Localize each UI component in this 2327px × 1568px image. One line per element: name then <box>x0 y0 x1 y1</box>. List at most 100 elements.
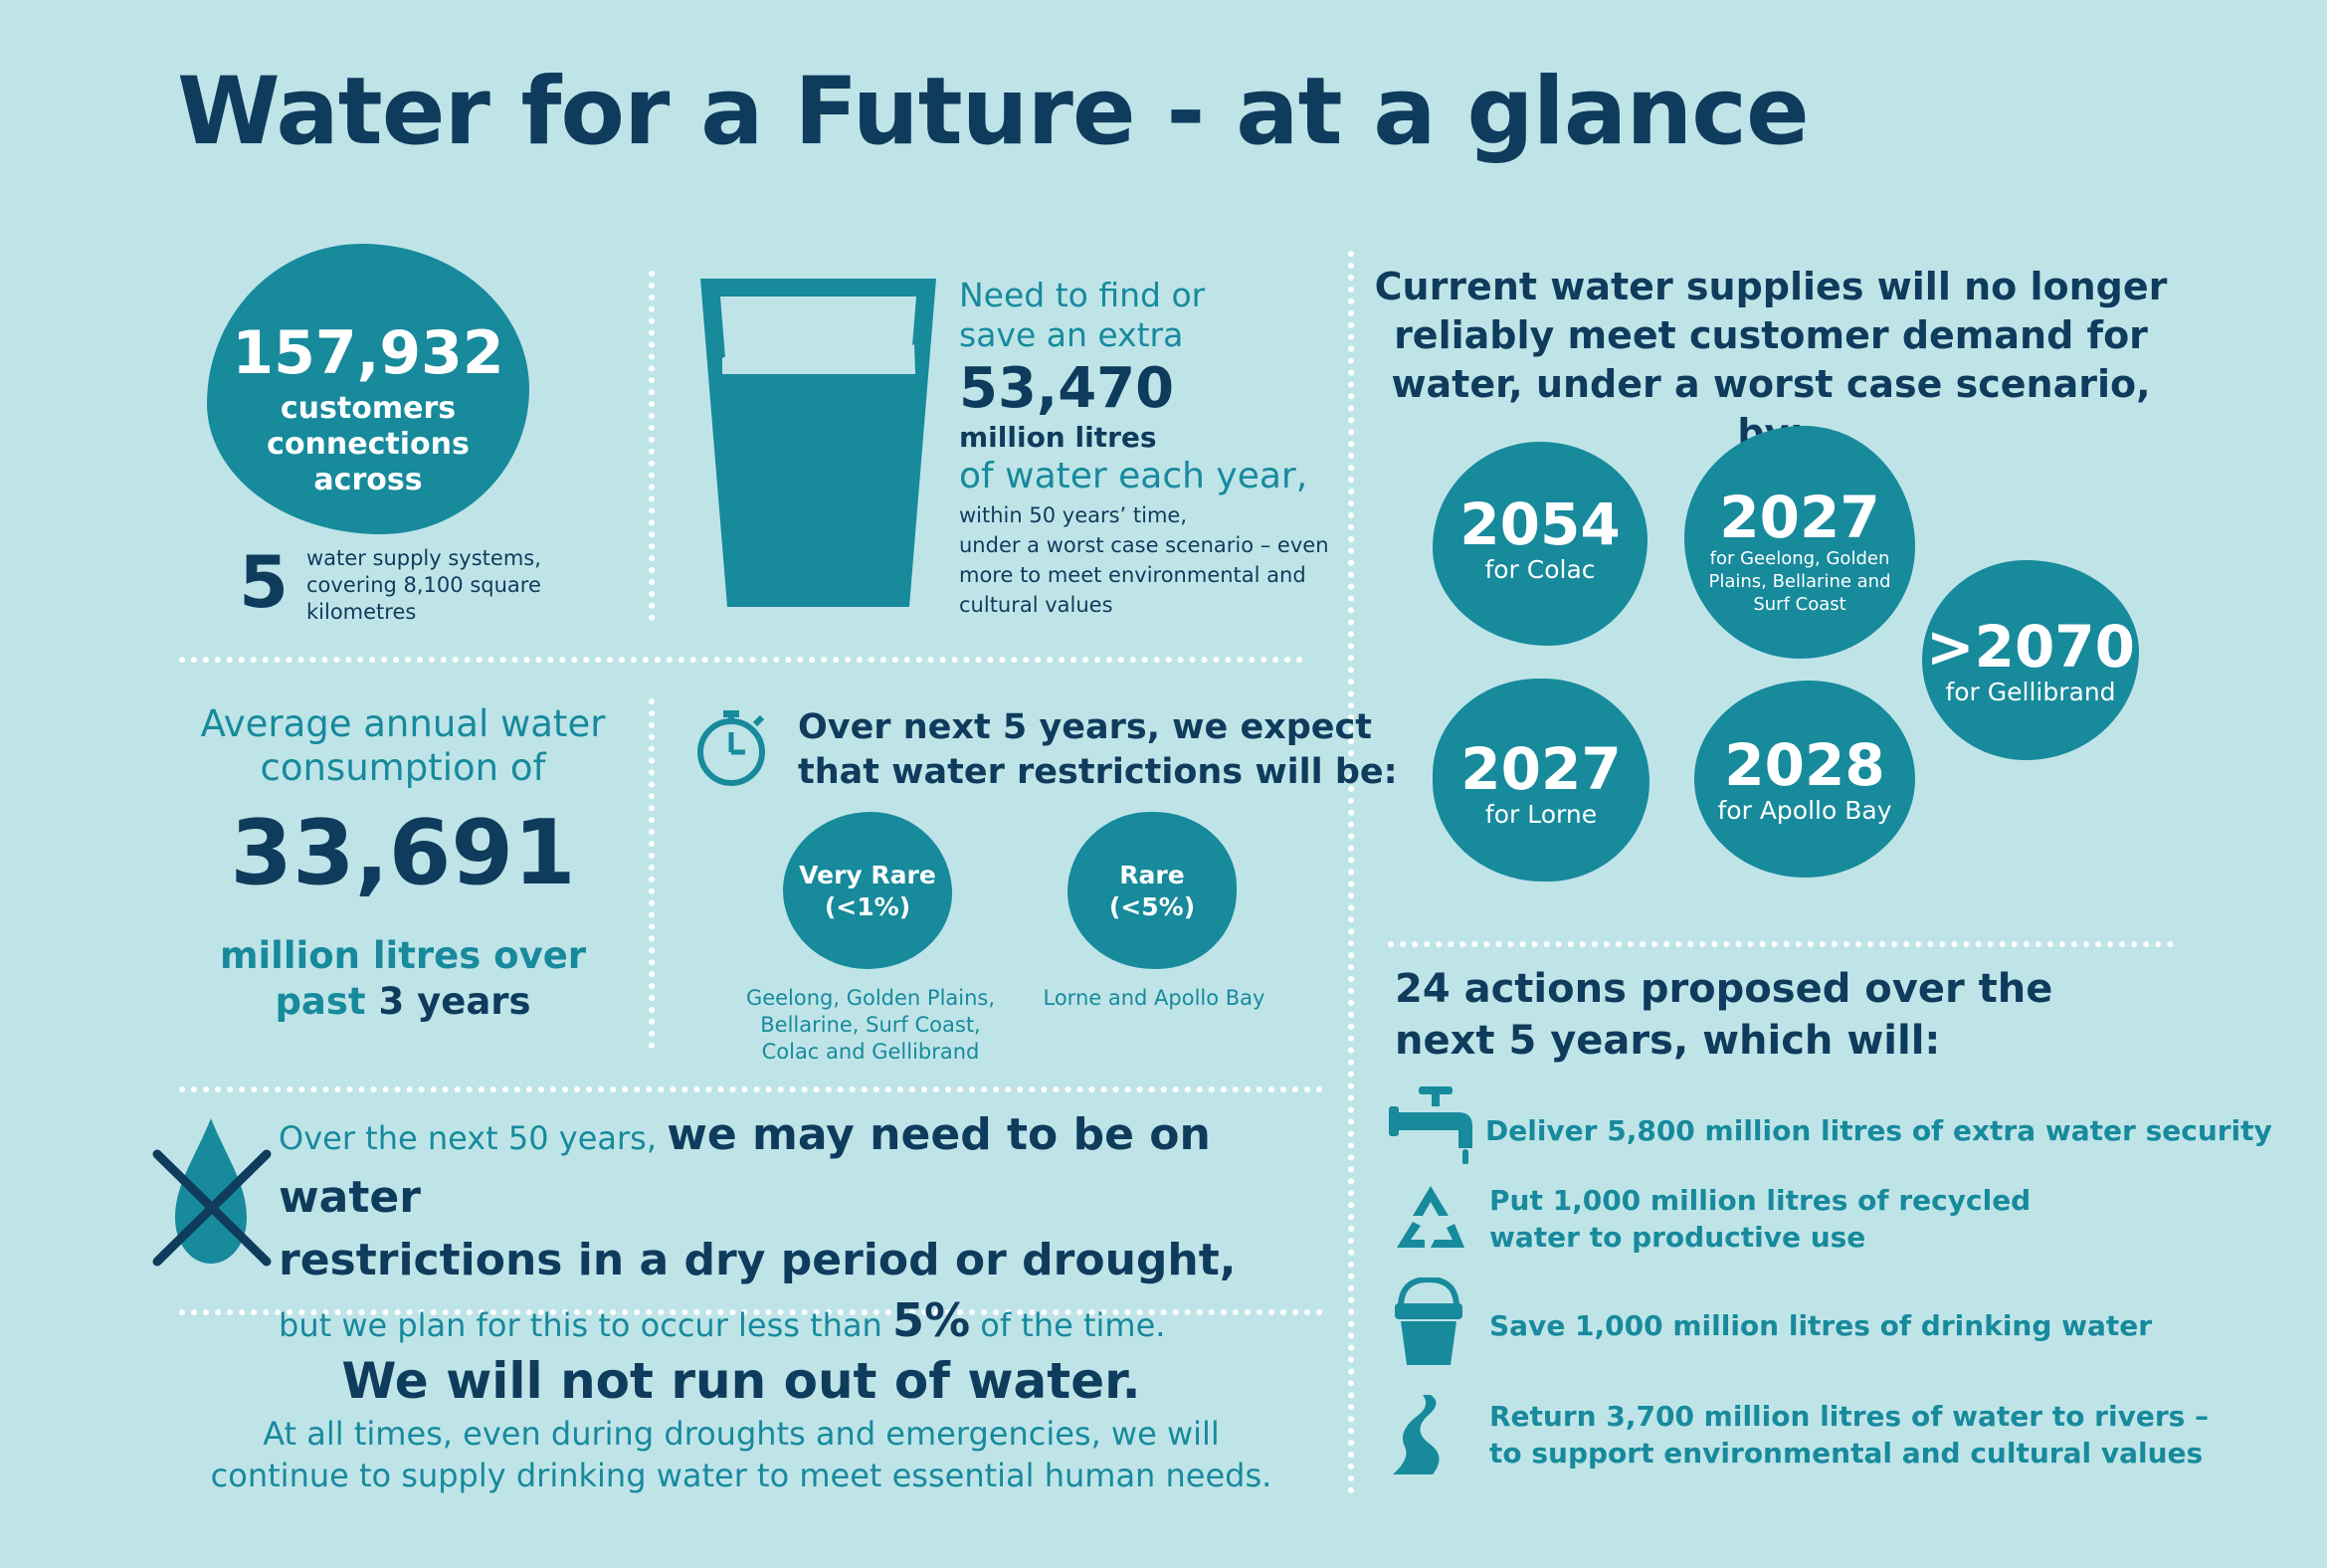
supply-year: 2027 <box>1460 735 1622 803</box>
actions-heading: 24 actions proposed over the next 5 year… <box>1395 963 2052 1067</box>
divider <box>179 1309 1323 1315</box>
actions-heading-line: 24 actions proposed over the <box>1395 966 2053 1012</box>
supply-blob-colac: 2054 for Colac <box>1433 442 1648 646</box>
consumption-intro: Average annual water consumption of <box>179 702 627 790</box>
consumption-unit-line: million litres over <box>219 934 587 977</box>
supply-blob-apollo-bay: 2028 for Apollo Bay <box>1694 681 1915 878</box>
drought-plan-text: of the time. <box>970 1306 1166 1344</box>
customers-number: 157,932 <box>232 318 504 388</box>
water-glass-icon <box>696 279 940 607</box>
very-rare-places-line: Colac and Gellibrand <box>761 1040 980 1064</box>
drought-plan-text: but we plan for this to occur less than <box>279 1306 892 1344</box>
consumption-unit-line: past 3 years <box>179 979 627 1025</box>
rare-label: Rare <box>1119 861 1185 889</box>
need-detail: within 50 years’ time, under a worst cas… <box>959 500 1329 620</box>
divider <box>649 698 655 1049</box>
need-detail-line: under a worst case scenario – even <box>959 533 1329 557</box>
need-detail-line: within 50 years’ time, <box>959 503 1188 527</box>
supply-place: Surf Coast <box>1753 594 1846 615</box>
restrictions-heading-line: Over next 5 years, we expect <box>798 707 1373 747</box>
customers-label: across <box>313 463 423 497</box>
customers-label: customers <box>280 391 457 426</box>
never-text: At all times, even during droughts and e… <box>159 1413 1323 1496</box>
supply-place: for Geelong, Golden <box>1709 548 1890 569</box>
action-text-line: Put 1,000 million litres of recycled <box>1489 1184 2032 1217</box>
divider <box>179 657 1303 663</box>
very-rare-blob: Very Rare (<1%) <box>783 812 952 969</box>
tap-icon <box>1389 1086 1478 1164</box>
systems-text-line: kilometres <box>306 600 417 624</box>
crossed-droplet-icon <box>149 1112 274 1272</box>
never-heading: We will not run out of water. <box>341 1352 1141 1410</box>
very-rare-places-line: Geelong, Golden Plains, <box>745 986 996 1010</box>
need-per-year: of water each year, <box>959 456 1308 496</box>
need-line: Need to find or <box>959 276 1206 314</box>
consumption-number: 33,691 <box>230 801 576 905</box>
supply-year: 2027 <box>1719 484 1880 551</box>
rare-blob: Rare (<5%) <box>1067 812 1237 969</box>
action-text-line: water to productive use <box>1489 1221 1866 1254</box>
supply-place: for Apollo Bay <box>1717 796 1892 825</box>
supply-heading: Current water supplies will no longer re… <box>1373 263 2169 458</box>
supply-blob-geelong: 2027 for Geelong, Golden Plains, Bellari… <box>1684 426 1915 659</box>
drought-bold: we may need to be on water <box>279 1109 1211 1223</box>
consumption-years: 3 years <box>378 980 531 1023</box>
supply-heading-line: water, under a worst case scenario, by: <box>1391 362 2151 455</box>
action-text-line: Return 3,700 million litres of water to … <box>1489 1400 2210 1433</box>
bucket-icon <box>1395 1277 1462 1367</box>
very-rare-places: Geelong, Golden Plains, Bellarine, Surf … <box>731 985 1010 1066</box>
rare-places: Lorne and Apollo Bay <box>1043 986 1265 1010</box>
customers-label: connections <box>267 427 470 462</box>
supply-year: 2054 <box>1459 490 1621 558</box>
consumption-unit: million litres over past 3 years <box>179 933 627 1025</box>
drought-plan-pct: 5% <box>892 1293 971 1347</box>
divider <box>179 1086 1323 1092</box>
drought-line: Over the next 50 years, we may need to b… <box>279 1108 1333 1234</box>
need-detail-line: more to meet environmental and <box>959 563 1306 587</box>
drought-bold: restrictions in a dry period or drought, <box>279 1235 1237 1285</box>
need-number: 53,470 <box>959 356 1175 421</box>
very-rare-value: (<1%) <box>824 892 911 921</box>
very-rare-label: Very Rare <box>799 861 936 889</box>
systems-text-line: water supply systems, <box>306 546 541 570</box>
supply-place: Plains, Bellarine and <box>1708 571 1891 592</box>
river-icon <box>1389 1393 1464 1476</box>
supply-place: for Colac <box>1484 555 1596 584</box>
consumption-past: past <box>275 980 379 1023</box>
action-text: Save 1,000 million litres of drinking wa… <box>1489 1309 2153 1342</box>
supply-year: >2070 <box>1925 613 2136 681</box>
systems-text: water supply systems, covering 8,100 squ… <box>306 545 541 626</box>
supply-place: for Lorne <box>1484 800 1598 829</box>
need-line: save an extra <box>959 315 1184 354</box>
drought-text: Over the next 50 years, we may need to b… <box>279 1108 1333 1358</box>
very-rare-places-line: Bellarine, Surf Coast, <box>760 1013 981 1037</box>
supply-blob-lorne: 2027 for Lorne <box>1433 679 1649 882</box>
need-detail-line: cultural values <box>959 593 1113 617</box>
stopwatch-icon <box>693 706 773 788</box>
drought-intro: Over the next 50 years, <box>279 1119 668 1157</box>
action-text: Deliver 5,800 million litres of extra wa… <box>1485 1114 2272 1147</box>
customers-blob: 157,932 customers connections across <box>207 244 529 534</box>
systems-number: 5 <box>239 540 290 624</box>
never-line: At all times, even during droughts and e… <box>263 1415 1220 1453</box>
action-text: Put 1,000 million litres of recycled wat… <box>1489 1182 2031 1256</box>
supply-year: 2028 <box>1724 731 1885 799</box>
need-unit: million litres <box>959 421 1157 454</box>
consumption-intro-line: consumption of <box>260 746 546 789</box>
page-title: Water for a Future - at a glance <box>177 58 1810 166</box>
divider <box>649 271 655 621</box>
action-text: Return 3,700 million litres of water to … <box>1489 1398 2209 1471</box>
divider <box>1348 251 1354 1494</box>
supply-blob-gellibrand: >2070 for Gellibrand <box>1922 560 2139 760</box>
supply-heading-line: Current water supplies will no longer <box>1374 265 2168 308</box>
action-text-line: to support environmental and cultural va… <box>1489 1437 2204 1470</box>
need-text: Need to find or save an extra <box>959 276 1205 355</box>
consumption-intro-line: Average annual water <box>200 702 606 745</box>
restrictions-heading: Over next 5 years, we expect that water … <box>798 705 1398 795</box>
drought-plan: but we plan for this to occur less than … <box>279 1293 1333 1358</box>
never-line: continue to supply drinking water to mee… <box>210 1457 1272 1494</box>
supply-heading-line: reliably meet customer demand for <box>1394 313 2148 357</box>
supply-place: for Gellibrand <box>1945 678 2116 706</box>
actions-heading-line: next 5 years, which will: <box>1395 1018 1941 1064</box>
restrictions-heading-line: that water restrictions will be: <box>798 752 1398 792</box>
